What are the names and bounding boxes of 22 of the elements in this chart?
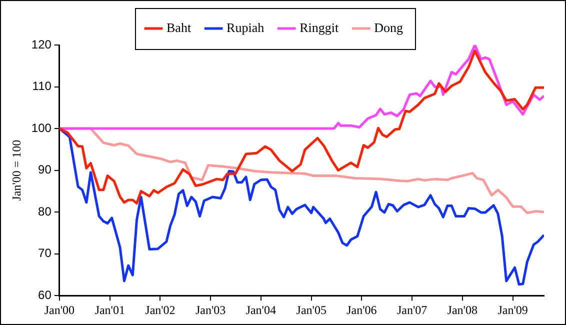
x-tick-label: Jan'04 — [246, 302, 276, 317]
y-tick-label: 90 — [38, 162, 52, 177]
y-tick-label: 60 — [38, 288, 52, 302]
x-tick-label: Jan'07 — [396, 302, 428, 317]
y-tick-label: 80 — [38, 204, 52, 218]
legend-label: Rupiah — [226, 20, 265, 35]
y-tick-label: 120 — [31, 37, 52, 52]
x-tick-label: Jan'06 — [346, 302, 377, 317]
x-tick-label: Jan'00 — [44, 302, 75, 317]
y-axis-title: Jan'00 = 100 — [9, 140, 24, 201]
legend-label: Baht — [166, 20, 192, 35]
y-tick-label: 100 — [31, 120, 52, 135]
x-tick-label: Jan'05 — [296, 302, 326, 317]
x-tick-label: Jan'01 — [94, 302, 125, 317]
legend-label: Dong — [374, 20, 404, 35]
x-tick-label: Jan'03 — [195, 302, 226, 317]
y-tick-label: 70 — [38, 246, 52, 260]
legend-label: Ringgit — [300, 20, 339, 35]
x-tick-label: Jan'09 — [498, 302, 528, 317]
y-tick-label: 110 — [32, 79, 52, 94]
x-tick-label: Jan'02 — [145, 302, 176, 317]
x-tick-label: Jan'08 — [447, 302, 478, 317]
